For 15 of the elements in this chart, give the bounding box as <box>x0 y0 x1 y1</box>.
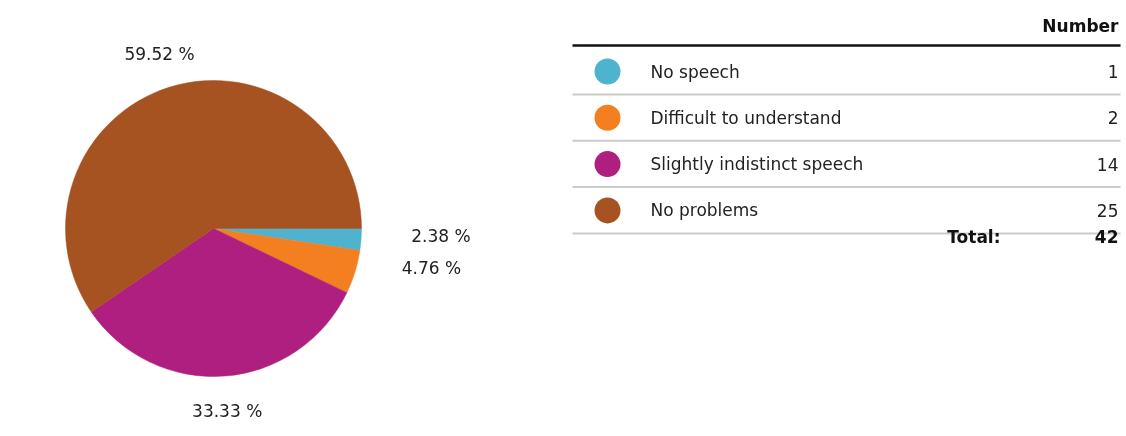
data-label: 59.52 % <box>124 43 195 64</box>
data-label: 4.76 % <box>401 257 462 278</box>
legend-label: No problems <box>650 200 759 221</box>
data-label: 2.38 % <box>411 225 471 246</box>
text: Number <box>1042 15 1120 36</box>
text: 42 <box>1094 227 1119 248</box>
data-label: 33.33 % <box>192 400 263 421</box>
text: Total: <box>947 226 1001 247</box>
legend-label: Slightly indistinct speech <box>650 154 864 175</box>
legend-label: No speech <box>650 61 740 82</box>
legend-label: Difficult to understand <box>650 107 842 128</box>
text: 25 <box>1096 200 1119 221</box>
text: 1 <box>1107 62 1119 82</box>
text: 2 <box>1107 108 1119 129</box>
text: 14 <box>1096 154 1119 175</box>
